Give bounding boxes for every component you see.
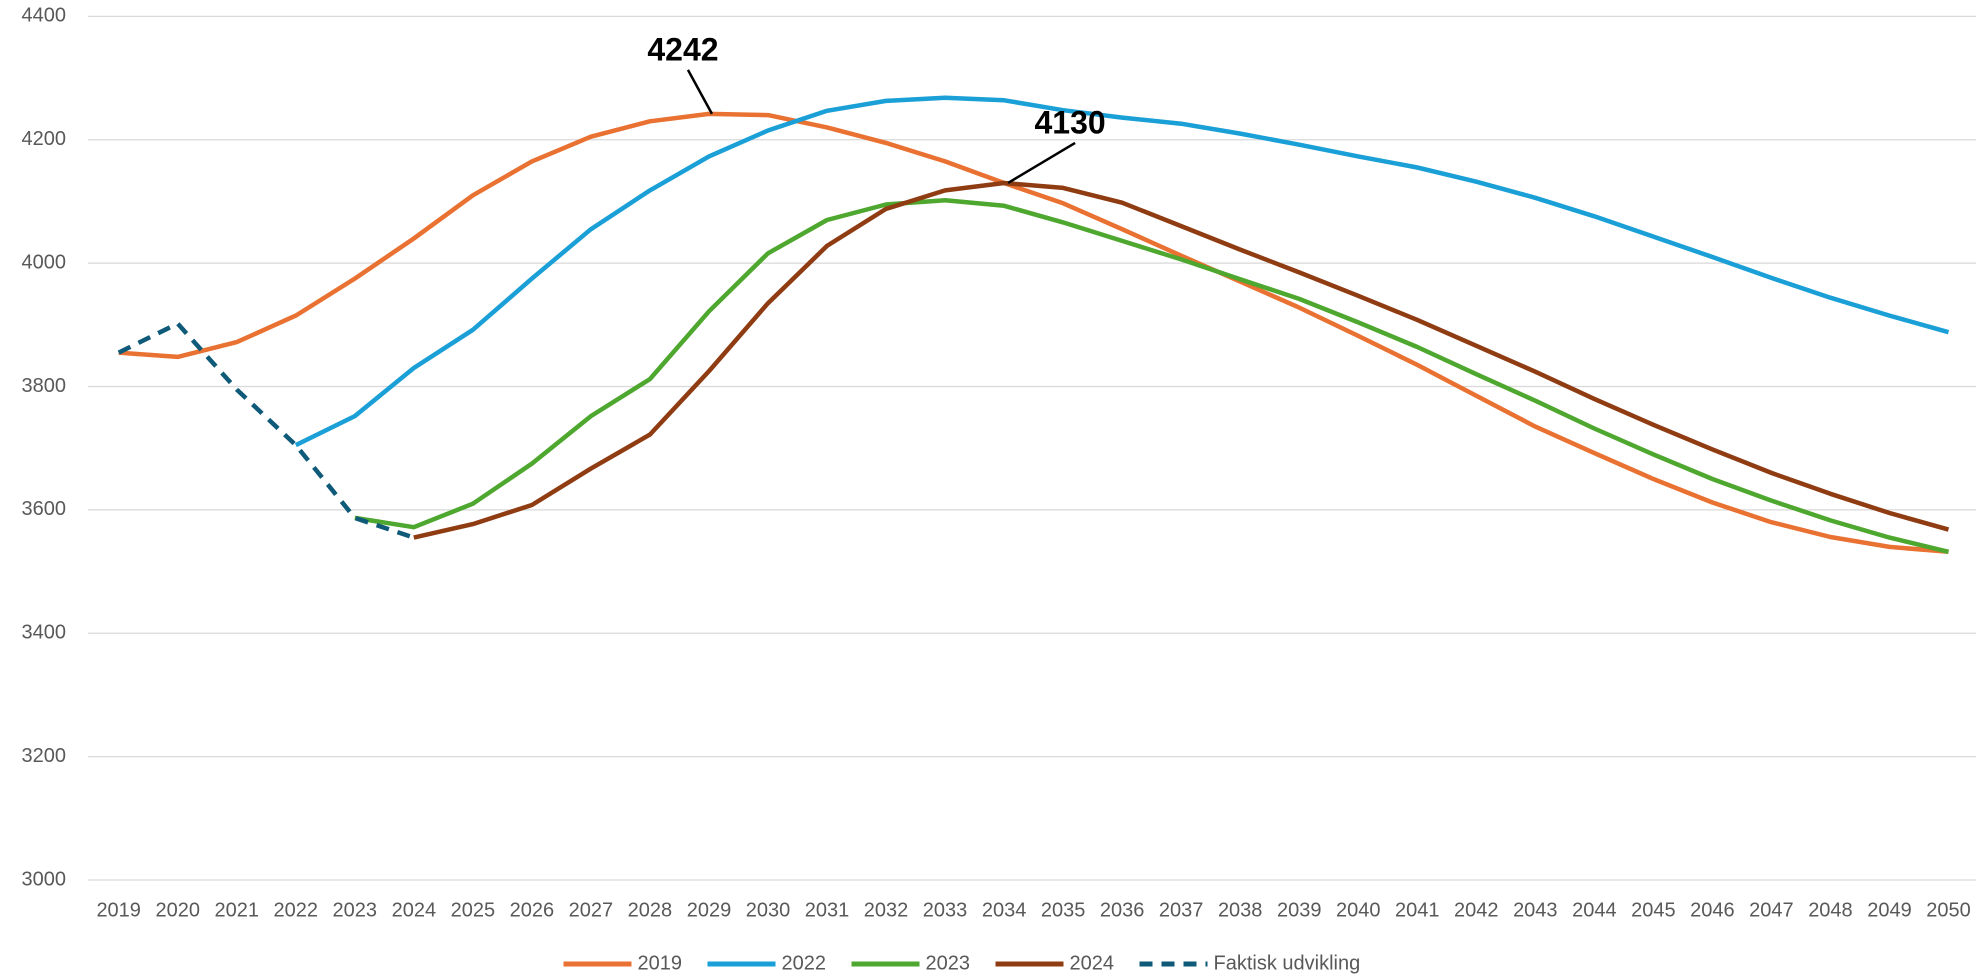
legend-label: 2022 [782,952,827,974]
x-tick-label: 2019 [96,899,141,921]
x-tick-label: 2037 [1159,899,1204,921]
x-tick-label: 2033 [923,899,968,921]
x-tick-label: 2046 [1690,899,1735,921]
x-tick-label: 2035 [1041,899,1086,921]
x-tick-label: 2022 [274,899,319,921]
x-tick-label: 2020 [155,899,200,921]
data-label: 4130 [1034,104,1105,140]
x-tick-label: 2039 [1277,899,1322,921]
x-tick-label: 2042 [1454,899,1499,921]
series-line [118,111,1949,555]
x-tick-label: 2031 [805,899,850,921]
y-tick-label: 3600 [22,498,67,520]
legend-label: 2019 [638,952,683,974]
x-tick-label: 2049 [1867,899,1912,921]
x-tick-label: 2041 [1395,899,1440,921]
x-tick-label: 2034 [982,899,1027,921]
x-tick-label: 2021 [215,899,260,921]
series-line [117,321,415,540]
x-tick-label: 2044 [1572,899,1617,921]
y-tick-label: 3400 [22,622,67,644]
legend-label: 2023 [926,952,971,974]
x-tick-label: 2043 [1513,899,1558,921]
legend-label: Faktisk udvikling [1214,952,1361,974]
annotation-leader [686,69,714,115]
x-tick-label: 2023 [333,899,378,921]
y-tick-label: 4000 [22,251,67,273]
x-tick-label: 2027 [569,899,614,921]
y-tick-label: 4400 [22,5,67,27]
y-tick-label: 3000 [22,868,67,890]
x-tick-label: 2032 [864,899,909,921]
y-tick-label: 3200 [22,745,67,767]
series-line [413,180,1950,540]
y-tick-label: 3800 [22,375,67,397]
x-tick-label: 2028 [628,899,673,921]
legend-label: 2024 [1070,952,1115,974]
x-tick-label: 2045 [1631,899,1676,921]
series-line [294,95,1950,448]
data-label: 4242 [647,31,718,67]
x-tick-label: 2030 [746,899,791,921]
x-tick-label: 2029 [687,899,732,921]
x-tick-label: 2040 [1336,899,1381,921]
y-tick-label: 4200 [22,128,67,150]
x-tick-label: 2050 [1926,899,1971,921]
x-tick-label: 2038 [1218,899,1263,921]
x-tick-label: 2024 [392,899,437,921]
x-tick-label: 2025 [451,899,496,921]
x-tick-label: 2047 [1749,899,1794,921]
x-tick-label: 2048 [1808,899,1853,921]
x-tick-label: 2026 [510,899,555,921]
x-tick-label: 2036 [1100,899,1145,921]
series-line [354,197,1950,554]
annotation-leader [1007,141,1076,185]
